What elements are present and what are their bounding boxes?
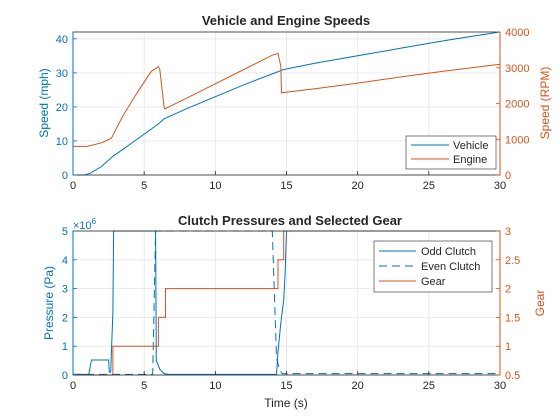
y-left-label: Speed (mph) xyxy=(37,68,51,137)
y-left-tick-label: 2 xyxy=(62,312,68,324)
x-label: Time (s) xyxy=(264,396,308,410)
y-left-tick-label: 4 xyxy=(62,255,68,267)
x-tick-label: 0 xyxy=(70,380,76,392)
legend-label-even-clutch: Even Clutch xyxy=(421,261,480,273)
y-left-tick-label: 1 xyxy=(62,341,68,353)
legend-label-engine: Engine xyxy=(453,154,487,166)
y-right-tick-label: 2.5 xyxy=(505,255,520,267)
legend-label-vehicle: Vehicle xyxy=(453,140,488,152)
y-left-tick-label: 30 xyxy=(56,68,68,80)
y-left-tick-label: 10 xyxy=(56,136,68,148)
series-lines xyxy=(73,230,500,376)
series-line-odd-clutch xyxy=(73,230,500,375)
x-tick-label: 10 xyxy=(209,380,221,392)
series-line-engine xyxy=(73,52,501,147)
x-tick-label: 0 xyxy=(70,180,76,192)
y-left-tick-label: 0 xyxy=(62,370,68,382)
y-left-ticks: 0 1 2 3 4 5 xyxy=(62,226,77,382)
y-right-tick-label: 4000 xyxy=(505,27,529,39)
x-tick-label: 30 xyxy=(494,180,506,192)
y-left-tick-label: 40 xyxy=(56,34,68,46)
vehicle-engine-speed-chart: 0 5 10 15 20 25 30 0 10 20 30 40 0 1000 2000 3000 4000… xyxy=(37,13,552,192)
legend-box xyxy=(405,135,497,170)
y-right-tick-label: 3 xyxy=(505,226,511,238)
x-tick-label: 15 xyxy=(280,380,292,392)
x-tick-label: 5 xyxy=(141,380,147,392)
legend: Vehicle Engine xyxy=(405,135,497,170)
y-right-ticks: 0.5 1 1.5 2 2.5 3 xyxy=(496,226,520,382)
x-tick-label: 20 xyxy=(352,380,364,392)
y-right-tick-label: 1.5 xyxy=(505,312,520,324)
y-left-tick-label: 0 xyxy=(62,170,68,182)
y-right-tick-label: 0 xyxy=(505,170,511,182)
x-tick-label: 25 xyxy=(423,180,435,192)
series-lines xyxy=(73,31,501,176)
y-right-tick-label: 2000 xyxy=(505,99,529,111)
y-left-tick-label: 5 xyxy=(62,226,68,238)
y-left-ticks: 0 10 20 30 40 xyxy=(56,32,77,182)
legend-label-gear: Gear xyxy=(421,276,446,288)
clutch-pressure-gear-chart: 0 5 10 15 20 25 30 0 1 2 3 4 5 0.5 1 1.5 2 2.5 3 Clutch … xyxy=(42,213,547,410)
y-right-label: Speed (RPM) xyxy=(538,67,552,140)
chart-title: Vehicle and Engine Speeds xyxy=(202,13,370,28)
y-right-tick-label: 3000 xyxy=(505,63,529,75)
y-left-tick-label: 20 xyxy=(56,102,68,114)
y-left-exponent: ×106 xyxy=(73,217,97,232)
x-tick-label: 10 xyxy=(209,180,221,192)
series-line-even-clutch xyxy=(73,230,500,375)
chart-title: Clutch Pressures and Selected Gear xyxy=(178,213,402,228)
y-right-label: Gear xyxy=(533,290,547,317)
y-left-tick-label: 3 xyxy=(62,284,68,296)
x-tick-label: 20 xyxy=(352,180,364,192)
x-tick-label: 30 xyxy=(494,380,506,392)
x-tick-label: 15 xyxy=(280,180,292,192)
x-tick-label: 5 xyxy=(141,180,147,192)
y-right-ticks: 0 1000 2000 3000 4000 xyxy=(496,27,529,182)
series-line-vehicle xyxy=(73,31,501,176)
y-right-tick-label: 1 xyxy=(505,341,511,353)
legend-box xyxy=(373,240,493,293)
y-right-tick-label: 0.5 xyxy=(505,370,520,382)
legend: Odd Clutch Even Clutch Gear xyxy=(373,240,493,293)
x-tick-label: 25 xyxy=(423,380,435,392)
x-ticks: 0 5 10 15 20 25 30 xyxy=(70,371,506,392)
series-line-gear xyxy=(73,230,500,376)
x-ticks: 0 5 10 15 20 25 30 xyxy=(70,171,506,192)
y-right-tick-label: 2 xyxy=(505,284,511,296)
y-left-label: Pressure (Pa) xyxy=(42,266,56,340)
legend-label-odd-clutch: Odd Clutch xyxy=(421,246,476,258)
y-right-tick-label: 1000 xyxy=(505,134,529,146)
